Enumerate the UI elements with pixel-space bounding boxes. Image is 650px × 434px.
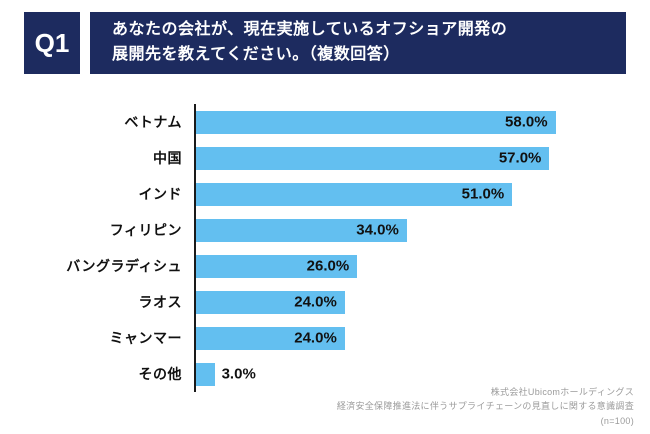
- bar: 26.0%: [196, 254, 358, 278]
- bar: [196, 362, 215, 386]
- value-label: 34.0%: [356, 221, 399, 239]
- value-label: 58.0%: [505, 113, 548, 131]
- plot-area: 34.0%: [194, 212, 640, 248]
- value-label: 51.0%: [461, 185, 505, 203]
- bar: 24.0%: [196, 290, 345, 314]
- source-line-company: 株式会社Ubicomホールディングス: [490, 386, 634, 397]
- bar-chart: ベトナム 58.0% 中国 57.0% インド 51.0% フィリピン 34.0% バングラディ…: [12, 104, 640, 396]
- question-number-badge: Q1: [24, 12, 80, 74]
- source-line-sample: (n=100): [600, 415, 634, 426]
- bar-row: インド 51.0%: [12, 176, 640, 212]
- plot-area: 24.0%: [194, 320, 640, 356]
- value-label: 26.0%: [306, 257, 350, 275]
- category-label: フィリピン: [109, 222, 182, 238]
- bar-row: 中国 57.0%: [12, 140, 640, 176]
- bar: 24.0%: [196, 326, 345, 350]
- category-label: ミャンマー: [109, 330, 182, 346]
- bar-row: ラオス 24.0%: [12, 284, 640, 320]
- plot-area: 26.0%: [194, 248, 640, 284]
- question-title-box: あなたの会社が、現在実施しているオフショア開発の 展開先を教えてください。（複数…: [90, 12, 626, 74]
- category-label: インド: [138, 186, 182, 202]
- value-label: 57.0%: [498, 149, 542, 167]
- source-line-survey: 経済安全保障推進法に伴うサプライチェーンの見直しに関する意識調査: [336, 401, 634, 412]
- question-number: Q1: [34, 27, 70, 58]
- category-label: バングラディシュ: [66, 258, 182, 274]
- bar: 57.0%: [196, 146, 550, 170]
- category-label: ベトナム: [124, 114, 182, 130]
- value-label: 3.0%: [221, 365, 256, 383]
- bar-row: その他 3.0%: [12, 356, 640, 392]
- question-title-line1: あなたの会社が、現在実施しているオフショア開発の: [112, 21, 508, 39]
- plot-area: 3.0%: [194, 356, 640, 392]
- plot-area: 51.0%: [194, 176, 640, 212]
- category-label: 中国: [153, 150, 182, 166]
- plot-area: 24.0%: [194, 284, 640, 320]
- bar-row: ミャンマー 24.0%: [12, 320, 640, 356]
- plot-area: 57.0%: [194, 140, 640, 176]
- source-note: 株式会社Ubicomホールディングス 経済安全保障推進法に伴うサプライチェーンの…: [337, 385, 634, 428]
- value-label: 24.0%: [294, 329, 337, 347]
- plot-area: 58.0%: [194, 104, 640, 140]
- header: Q1 あなたの会社が、現在実施しているオフショア開発の 展開先を教えてください。…: [24, 12, 626, 74]
- bar: 34.0%: [196, 218, 407, 242]
- bar: 51.0%: [196, 182, 513, 206]
- category-label: その他: [138, 366, 182, 382]
- category-label: ラオス: [138, 294, 182, 310]
- value-label: 24.0%: [294, 293, 337, 311]
- bar-row: バングラディシュ 26.0%: [12, 248, 640, 284]
- bar: 58.0%: [196, 110, 556, 134]
- bar-row: ベトナム 58.0%: [12, 104, 640, 140]
- bar-row: フィリピン 34.0%: [12, 212, 640, 248]
- question-title-line2: 展開先を教えてください。（複数回答）: [112, 46, 400, 63]
